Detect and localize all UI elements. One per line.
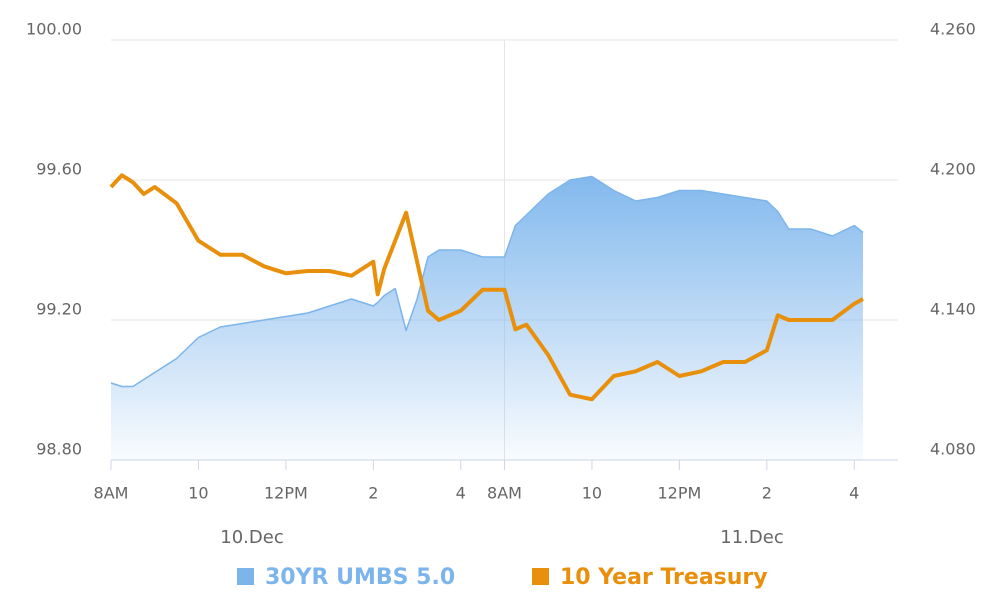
y-tick-label: 100.00 [26,20,82,39]
legend-swatch [237,568,254,585]
x-tick-label: 4 [456,484,466,503]
x-tick-label: 10 [188,484,208,503]
x-tick-label: 12PM [264,484,308,503]
x-tick-label: 12PM [657,484,701,503]
x-tick-label: 2 [762,484,772,503]
x-tick-label: 2 [368,484,378,503]
y-tick-label: 99.60 [36,160,82,179]
x-tick-label: 8AM [94,484,129,503]
legend-swatch [532,568,549,585]
y-tick-label: 99.20 [36,300,82,319]
x-tick-label: 10 [582,484,602,503]
x-tick-label: 8AM [487,484,522,503]
legend-label: 30YR UMBS 5.0 [265,565,455,590]
y2-tick-label: 4.260 [930,20,976,39]
day-label: 10.Dec [220,527,283,548]
series-line [109,173,864,402]
y2-tick-label: 4.200 [930,160,976,179]
legend-label: 10 Year Treasury [560,565,768,590]
x-tick-label: 4 [849,484,859,503]
area [111,176,863,460]
y2-tick-label: 4.140 [930,300,976,319]
series-line [110,175,864,388]
day-label: 11.Dec [720,527,783,548]
y-tick-label: 98.80 [36,440,82,459]
y2-tick-label: 4.080 [930,440,976,459]
